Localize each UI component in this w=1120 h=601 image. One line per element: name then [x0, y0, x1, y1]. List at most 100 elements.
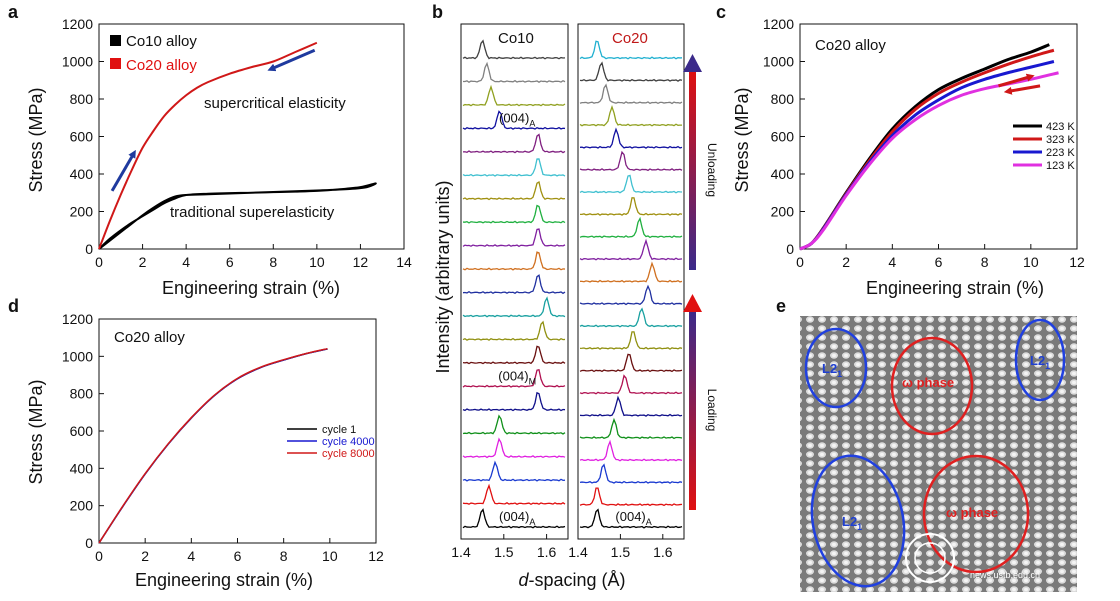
series-line-d-2: [98, 347, 328, 544]
trace-co10-4: [462, 414, 566, 435]
arrow-head-unloading: [683, 54, 702, 72]
subpanel-title-co20: Co20: [612, 30, 648, 47]
x-tick-label-c-1: 2: [842, 254, 850, 270]
trace-co20-2: [579, 463, 683, 484]
x-tick-label-c-5: 10: [1023, 254, 1039, 270]
trace-co10-9: [462, 296, 566, 318]
x-tick-label-a-4: 8: [269, 254, 277, 270]
trace-co10-17: [462, 110, 566, 130]
peak-label-co10-1: (004)M: [498, 368, 536, 386]
x-tick-label-d-0: 0: [95, 548, 103, 564]
label-e-l21-1: L21: [822, 361, 842, 379]
watermark-seal-inner: [914, 542, 946, 574]
peak-label-co20-0: (004)A: [615, 509, 651, 527]
panel-label-d: d: [8, 296, 19, 316]
peak-label-sub-co10-1: M: [529, 376, 537, 386]
ylabel-b: Intensity (arbitrary units): [433, 180, 453, 373]
peak-label-co10-2: (004)A: [499, 110, 535, 128]
label-e-l21-3-text: L2: [842, 514, 857, 529]
x-tick-label-b-co10-2: 1.6: [537, 544, 557, 560]
y-tick-label-a-2: 400: [70, 166, 94, 182]
label-e-omega-2: ω phase: [946, 505, 998, 520]
series-line-a-0: [98, 182, 377, 250]
arrow-a-0: [110, 149, 136, 192]
arrow-label-loading: Loading: [705, 389, 719, 432]
peak-label-co10-0: (004)A: [499, 509, 535, 527]
x-tick-label-d-2: 4: [187, 548, 195, 564]
x-tick-label-b-co20-2: 1.6: [653, 544, 673, 560]
trace-co10-16: [462, 133, 566, 154]
x-tick-label-a-6: 12: [353, 254, 369, 270]
chart-panel-a: Stress (MPa) Engineering strain (%) supe…: [26, 33, 346, 298]
xlabel-b-italic: d: [518, 570, 529, 590]
x-tick-label-c-2: 4: [888, 254, 896, 270]
x-tick-label-b-co10-1: 1.5: [494, 544, 514, 560]
legend-label-d-1: cycle 4000: [322, 436, 375, 448]
label-e-l21-1-text: L2: [822, 361, 837, 376]
arrow-label-unloading: Unloading: [705, 143, 719, 197]
legend-label-d-0: cycle 1: [322, 424, 356, 436]
xlabel-c: Engineering strain (%): [866, 278, 1044, 298]
panel-label-e: e: [776, 296, 786, 316]
xlabel-b-text: -spacing (Å): [528, 570, 625, 590]
region-l21-1: [804, 327, 868, 409]
label-e-omega-1: ω phase: [902, 375, 954, 390]
trace-co20-10: [579, 284, 683, 306]
series-line-a-1: [98, 41, 318, 250]
y-tick-label-a-5: 1000: [62, 54, 93, 70]
label-e-l21-1-sub: 1: [837, 369, 842, 379]
region-l21-2: [1014, 318, 1066, 402]
trace-co10-12: [462, 228, 566, 248]
y-tick-label-a-4: 800: [70, 91, 94, 107]
trace-co20-18: [579, 105, 683, 127]
x-tick-label-c-4: 8: [981, 254, 989, 270]
arrow-shaft-loading: [689, 310, 696, 510]
y-tick-label-d-1: 200: [70, 498, 94, 514]
trace-co10-20: [462, 39, 566, 60]
trace-co10-1: [462, 483, 566, 506]
annotation-a-2: traditional superelasticity: [170, 204, 335, 221]
legend-label-c-0: 423 K: [1046, 121, 1075, 133]
y-tick-label-c-5: 1000: [763, 54, 794, 70]
y-tick-label-d-0: 0: [85, 535, 93, 551]
subpanel-title-co10: Co10: [498, 30, 534, 47]
annotation-c: Co20 alloy: [815, 37, 886, 54]
trace-co20-16: [579, 150, 683, 172]
trace-co10-18: [462, 84, 566, 107]
trace-co20-11: [579, 261, 683, 283]
series-line-c-0: [799, 43, 1050, 251]
x-tick-label-a-5: 10: [309, 254, 325, 270]
arrow-c-0: [998, 73, 1035, 88]
trace-co20-14: [579, 197, 683, 216]
x-tick-label-b-co20-1: 1.5: [611, 544, 631, 560]
trace-co10-8: [462, 320, 566, 341]
legend-label-c-2: 223 K: [1046, 147, 1075, 159]
frame-b-co10: [460, 23, 569, 540]
trace-co20-17: [579, 127, 683, 149]
label-e-l21-2-sub: 1: [1045, 361, 1050, 371]
series-line-d-0: [98, 348, 328, 544]
trace-co20-19: [579, 83, 683, 105]
trace-co10-14: [462, 180, 566, 201]
x-tick-label-d-5: 10: [322, 548, 338, 564]
x-tick-label-d-6: 12: [368, 548, 384, 564]
trace-co10-3: [462, 437, 566, 459]
x-tick-label-a-3: 6: [226, 254, 234, 270]
y-tick-label-d-5: 1000: [62, 348, 93, 364]
trace-co10-15: [462, 158, 566, 177]
legend-d: cycle 1 cycle 4000 cycle 8000: [287, 424, 375, 460]
trace-co20-15: [579, 174, 683, 194]
y-tick-label-c-6: 1200: [763, 16, 794, 32]
y-tick-label-d-6: 1200: [62, 311, 93, 327]
trace-co20-13: [579, 216, 683, 239]
x-tick-label-d-3: 6: [234, 548, 242, 564]
y-tick-label-d-2: 400: [70, 460, 94, 476]
peak-label-text-co10-0: (004): [499, 509, 529, 524]
x-tick-label-c-3: 6: [935, 254, 943, 270]
hrtem-image: L21 ω phase L21 L21 ω phase news.ustb.ed…: [800, 316, 1077, 592]
x-tick-label-b-co10-0: 1.4: [451, 544, 471, 560]
y-tick-label-c-4: 800: [771, 91, 795, 107]
trace-co20-0: [579, 508, 683, 529]
